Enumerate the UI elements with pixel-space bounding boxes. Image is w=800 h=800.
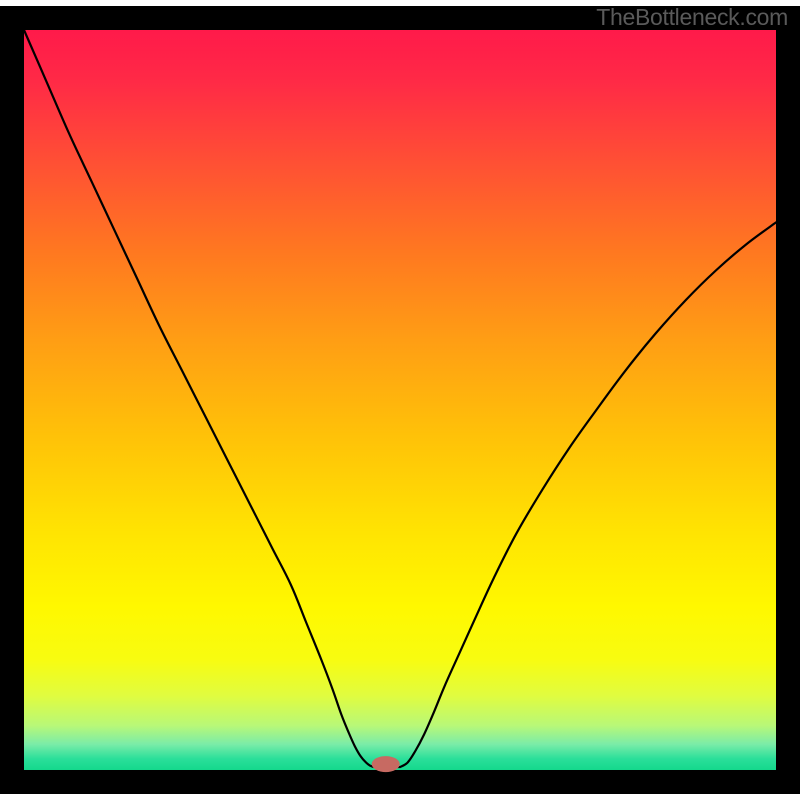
minimum-marker bbox=[372, 756, 400, 772]
plot-background bbox=[24, 30, 776, 770]
chart-container: { "watermark": "TheBottleneck.com", "cha… bbox=[0, 0, 800, 800]
bottleneck-chart bbox=[0, 0, 800, 800]
watermark-text: TheBottleneck.com bbox=[596, 4, 788, 31]
